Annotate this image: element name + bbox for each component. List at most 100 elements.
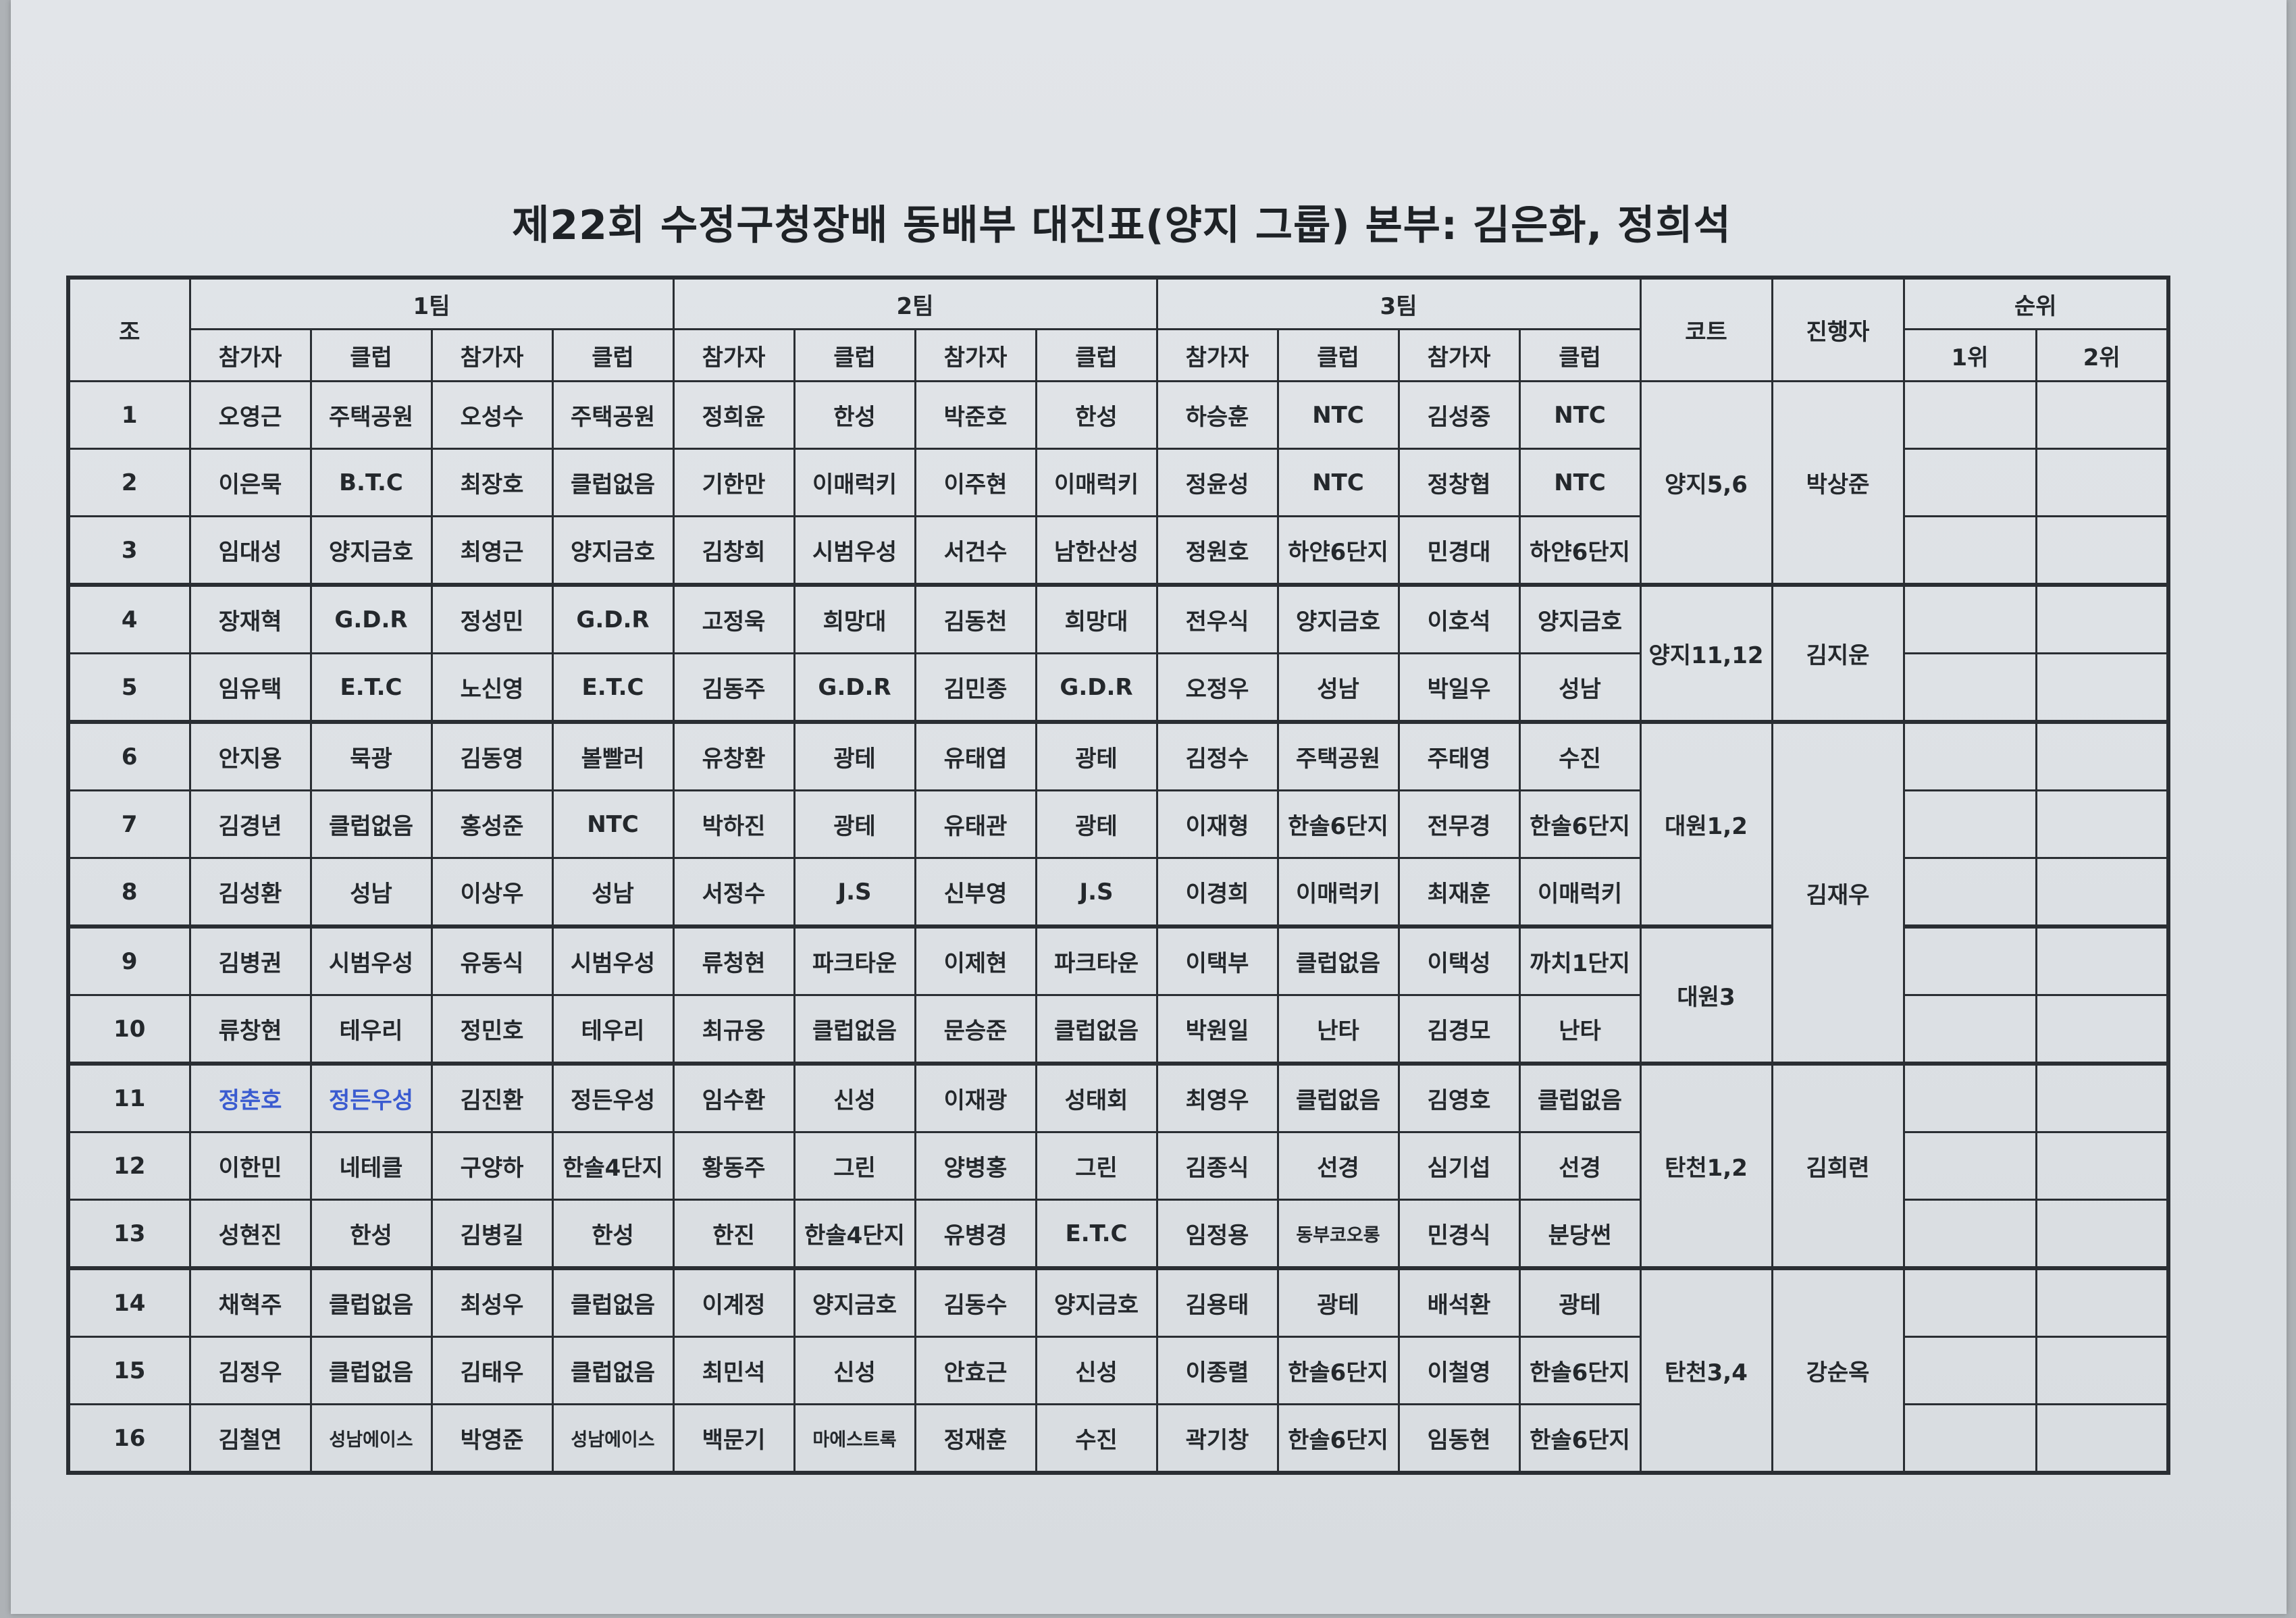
- club-cell: 이매럭키: [1518, 857, 1642, 928]
- club-cell: 양지금호: [793, 1266, 916, 1338]
- participant-cell: 배석환: [1397, 1266, 1521, 1338]
- court-cell: 양지11,12: [1639, 583, 1773, 723]
- referee-cell: 강순옥: [1771, 1266, 1905, 1474]
- group-number: 16: [67, 1403, 191, 1474]
- rank-second-cell[interactable]: [2035, 380, 2170, 450]
- club-cell: 선경: [1276, 1131, 1400, 1201]
- table-row: 10 류창현 테우리 정민호 테우리 최규웅 클럽없음 문승준 클럽없음 박원일 난타 김경모 난타: [67, 994, 2170, 1065]
- club-cell: 클럽없음: [1276, 924, 1400, 996]
- participant-cell: 임정용: [1155, 1199, 1279, 1270]
- rank-second-cell[interactable]: [2035, 652, 2170, 723]
- participant-cell: 박영준: [430, 1403, 554, 1474]
- rank-second-cell[interactable]: [2035, 1403, 2170, 1474]
- rank-second-cell[interactable]: [2035, 583, 2170, 654]
- club-cell: 광테: [1035, 789, 1158, 859]
- club-cell: E.T.C: [1035, 1199, 1158, 1270]
- club-cell: 테우리: [551, 994, 675, 1065]
- club-cell: 양지금호: [309, 515, 433, 586]
- club-cell: 선경: [1518, 1131, 1642, 1201]
- participant-cell: 김용태: [1155, 1266, 1279, 1338]
- rank-second-cell[interactable]: [2035, 994, 2170, 1065]
- club-cell: 이매럭키: [1035, 448, 1158, 517]
- participant-cell: 하승훈: [1155, 380, 1279, 450]
- club-cell: 성태회: [1035, 1062, 1158, 1133]
- rank-first-cell[interactable]: [1902, 380, 2037, 450]
- participant-cell: 이한민: [188, 1131, 312, 1201]
- participant-cell: 최장호: [430, 448, 554, 517]
- club-cell: 시범우성: [793, 515, 916, 586]
- club-cell: 수진: [1035, 1403, 1158, 1474]
- club-cell: 이매럭키: [1276, 857, 1400, 928]
- participant-cell: 백문기: [672, 1403, 795, 1474]
- participant-cell: 박하진: [672, 789, 795, 859]
- club-cell: 한성: [309, 1199, 433, 1270]
- club-cell: 정든우성: [551, 1062, 675, 1133]
- club-cell: 클럽없음: [309, 789, 433, 859]
- table-row: 8 김성환 성남 이상우 성남 서정수 J.S 신부영 J.S 이경희 이매럭키 최재훈 이매럭키: [67, 857, 2170, 928]
- rank-second-cell[interactable]: [2035, 1336, 2170, 1405]
- rank-first-cell[interactable]: [1902, 1062, 2037, 1133]
- participant-cell: 김성중: [1397, 380, 1521, 450]
- participant-cell: 최민석: [672, 1336, 795, 1405]
- rank-second-cell[interactable]: [2035, 857, 2170, 928]
- participant-cell: 정춘호: [188, 1062, 312, 1133]
- header-court: 코트: [1639, 276, 1773, 382]
- rank-second-cell[interactable]: [2035, 448, 2170, 517]
- rank-first-cell[interactable]: [1902, 448, 2037, 517]
- participant-cell: 서정수: [672, 857, 795, 928]
- club-cell: 남한산성: [1035, 515, 1158, 586]
- header-participant: 참가자: [1155, 328, 1279, 382]
- participant-cell: 이은묵: [188, 448, 312, 517]
- table-row: 7 김경년 클럽없음 홍성준 NTC 박하진 광테 유태관 광테 이재형 한솔6단지 전무경 한솔6단지: [67, 789, 2170, 859]
- participant-cell: 고정욱: [672, 583, 795, 654]
- rank-first-cell[interactable]: [1902, 1131, 2037, 1201]
- club-cell: 광테: [1518, 1266, 1642, 1338]
- participant-cell: 이종렬: [1155, 1336, 1279, 1405]
- club-cell: 그린: [793, 1131, 916, 1201]
- club-cell: 까치1단지: [1518, 924, 1642, 996]
- header-rank-second: 2위: [2035, 328, 2170, 382]
- rank-first-cell[interactable]: [1902, 652, 2037, 723]
- participant-cell: 유동식: [430, 924, 554, 996]
- rank-second-cell[interactable]: [2035, 1199, 2170, 1270]
- club-cell: G.D.R: [1035, 652, 1158, 723]
- club-cell: NTC: [551, 789, 675, 859]
- rank-second-cell[interactable]: [2035, 1266, 2170, 1338]
- rank-second-cell[interactable]: [2035, 1131, 2170, 1201]
- rank-first-cell[interactable]: [1902, 1403, 2037, 1474]
- rank-first-cell[interactable]: [1902, 857, 2037, 928]
- club-cell: 광테: [793, 720, 916, 791]
- rank-second-cell[interactable]: [2035, 924, 2170, 996]
- rank-first-cell[interactable]: [1902, 924, 2037, 996]
- club-cell: 한솔6단지: [1518, 1403, 1642, 1474]
- participant-cell: 심기섭: [1397, 1131, 1521, 1201]
- rank-first-cell[interactable]: [1902, 994, 2037, 1065]
- club-cell: 클럽없음: [309, 1266, 433, 1338]
- rank-first-cell[interactable]: [1902, 789, 2037, 859]
- participant-cell: 이경희: [1155, 857, 1279, 928]
- rank-second-cell[interactable]: [2035, 515, 2170, 586]
- rank-first-cell[interactable]: [1902, 1266, 2037, 1338]
- rank-first-cell[interactable]: [1902, 720, 2037, 791]
- table-row: 1 오영근 주택공원 오성수 주택공원 정희윤 한성 박준호 한성 하승훈 NTC 김성중 NTC 양지5…: [67, 380, 2170, 586]
- group-number: 1: [67, 380, 191, 450]
- participant-cell: 채혁주: [188, 1266, 312, 1338]
- rank-second-cell[interactable]: [2035, 1062, 2170, 1133]
- rank-second-cell[interactable]: [2035, 720, 2170, 791]
- club-cell: 신성: [1035, 1336, 1158, 1405]
- participant-cell: 유병경: [914, 1199, 1037, 1270]
- rank-second-cell[interactable]: [2035, 789, 2170, 859]
- header-participant: 참가자: [430, 328, 554, 382]
- participant-cell: 유태관: [914, 789, 1037, 859]
- club-cell: 한솔6단지: [1276, 1336, 1400, 1405]
- participant-cell: 김정우: [188, 1336, 312, 1405]
- rank-first-cell[interactable]: [1902, 583, 2037, 654]
- rank-first-cell[interactable]: [1902, 515, 2037, 586]
- table-row: 13 성현진 한성 김병길 한성 한진 한솔4단지 유병경 E.T.C 임정용 동부코오롱 민경식 분당…: [67, 1199, 2170, 1270]
- rank-first-cell[interactable]: [1902, 1336, 2037, 1405]
- participant-cell: 최규웅: [672, 994, 795, 1065]
- rank-first-cell[interactable]: [1902, 1199, 2037, 1270]
- table-row: 2 이은묵 B.T.C 최장호 클럽없음 기한만 이매럭키 이주현 이매럭키 정윤성 NTC 정창협 N…: [67, 448, 2170, 517]
- referee-cell: 김희련: [1771, 1062, 1905, 1270]
- club-cell: 한솔4단지: [551, 1131, 675, 1201]
